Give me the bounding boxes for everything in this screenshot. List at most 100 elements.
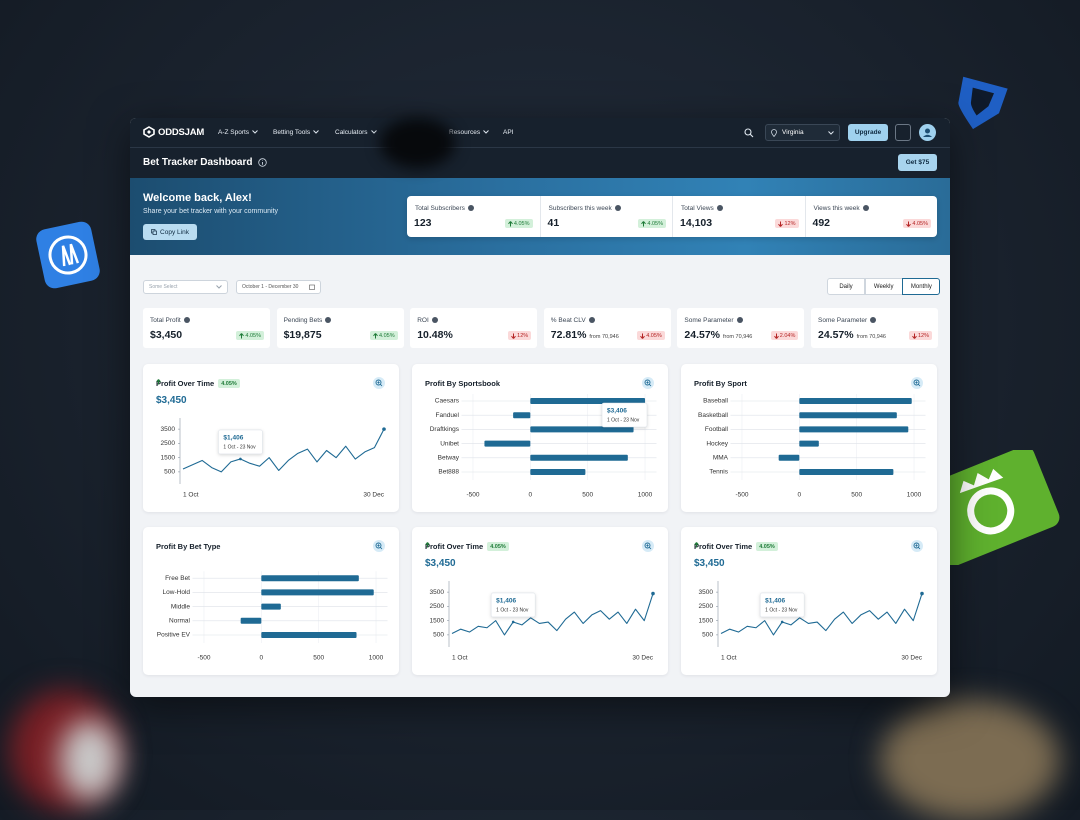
stat-label: Total Subscribers (415, 205, 474, 212)
trend-badge: 12% (775, 219, 799, 228)
zoom-button[interactable] (911, 377, 923, 389)
logo[interactable]: ODDSJAM (143, 126, 204, 138)
tooltip-point (780, 620, 784, 624)
bar (799, 469, 894, 475)
help-icon (431, 317, 438, 324)
y-tick-label: Baseball (703, 398, 728, 405)
y-tick-label: 3500 (161, 426, 176, 433)
nav-link[interactable]: API (503, 129, 513, 136)
tooltip: $1,406 1 Oct - 23 Nov (218, 429, 263, 455)
referral-button[interactable]: Get $75 (898, 154, 937, 171)
copy-link-text: Copy Link (160, 228, 189, 236)
zoom-icon (375, 542, 383, 550)
trend-value: 12% (784, 220, 796, 227)
y-tick-label: 500 (433, 632, 444, 639)
trend-arrow (640, 333, 646, 339)
arrow-glyph (906, 221, 912, 227)
trend-badge: 4.05% (903, 219, 931, 228)
page-title-text: Bet Tracker Dashboard (143, 157, 253, 168)
trend-value: 2.04% (779, 332, 796, 339)
arrow-glyph (425, 542, 430, 548)
zoom-button[interactable] (911, 540, 923, 552)
period-tab[interactable]: Monthly (902, 278, 941, 295)
chevron (370, 130, 377, 134)
trend-value: 4.05% (378, 332, 395, 339)
bar (484, 440, 531, 447)
icon-bg (36, 221, 100, 289)
zoom-button[interactable] (373, 540, 385, 552)
arrow-glyph (239, 332, 245, 338)
select-text: Some Select (149, 284, 178, 290)
trend-arrow (778, 221, 784, 227)
nav-link-text: A-Z Sports (218, 129, 250, 136)
chart-title: Profit By Sport (694, 379, 747, 388)
zoom-button[interactable] (373, 377, 385, 389)
logo-glyph (143, 126, 155, 138)
bar (530, 398, 646, 404)
dashboard: ODDSJAM A-Z Sports Betting Tools Calculator… (130, 118, 950, 697)
help-icon (467, 205, 474, 212)
select-filter[interactable]: Some Select (143, 280, 228, 294)
zoom-button[interactable] (642, 540, 654, 552)
calendar-icon (309, 284, 315, 290)
content: Some Select October 1 - December 30 Daily W… (130, 255, 950, 697)
nav-link-text: Betting Tools (273, 129, 311, 136)
nav-link[interactable]: A-Z Sports (218, 129, 258, 136)
kpi-value-text: 72.81% (550, 329, 587, 341)
stat-value: 492 (812, 217, 831, 229)
tooltip-date: 1 Oct - 23 Nov (607, 417, 640, 423)
upgrade-button[interactable]: Upgrade (848, 124, 888, 141)
tooltip: $1,406 1 Oct - 23 Nov (490, 592, 536, 618)
help-icon (736, 317, 743, 324)
search-icon[interactable] (744, 128, 754, 138)
y-tick-label: Hockey (706, 440, 728, 447)
icon-glyph (48, 235, 88, 275)
chart-panel: 500 1500 2500 3500 1 Oct 30 Dec $1,406 1 Oct - … (143, 364, 399, 512)
kpi-note: from 70,946 (589, 334, 619, 340)
period-tab[interactable]: Daily (827, 278, 865, 295)
tooltip-value: $1,406 (765, 598, 785, 605)
period-tab[interactable]: Weekly (864, 278, 903, 295)
bar (261, 603, 281, 610)
copy-link-button[interactable]: Copy Link (143, 224, 197, 240)
logo-text: ODDSJAM (158, 126, 205, 138)
stat-value: 41 (547, 217, 560, 229)
date-filter[interactable]: October 1 - December 30 (236, 280, 321, 294)
pin-glyph (771, 128, 777, 137)
x-tick-label: 1 Oct (721, 655, 737, 662)
zoom-glyph (646, 381, 652, 387)
chart-title: Profit By Bet Type (156, 542, 220, 551)
trend-badge: 4.05% (156, 379, 240, 388)
page-title: Bet Tracker Dashboard (143, 157, 267, 168)
zoom-glyph (644, 542, 651, 549)
trend-value: 4.05% (912, 220, 928, 227)
trend-arrow (373, 332, 378, 338)
nav-link[interactable]: Betting Tools (273, 129, 319, 136)
chart-panel: 500 1500 2500 3500 1 Oct 30 Dec $1,406 1 Oct - … (412, 527, 668, 675)
x-tick-label: 30 Dec (901, 655, 922, 662)
avatar[interactable] (919, 124, 936, 141)
zoom-glyph (646, 544, 652, 550)
chart-panel: 500 1500 2500 3500 1 Oct 30 Dec $1,406 1 Oct - … (681, 527, 937, 675)
nav-link[interactable]: Calculators (335, 129, 377, 136)
zoom-button[interactable] (642, 377, 654, 389)
nav-link-text: API (503, 129, 514, 136)
bar (261, 632, 357, 638)
icon-glyph (959, 468, 1004, 494)
y-tick-label: 500 (164, 469, 175, 476)
kpi-label-text: Total Profit (150, 317, 181, 324)
chart-total: $3,450 (425, 558, 456, 569)
x-tick-label: 0 (260, 655, 264, 662)
trend-badge: 12% (908, 331, 932, 340)
end-point (920, 591, 924, 596)
wallet-button[interactable] (895, 124, 911, 141)
stat-label-text: Total Subscribers (415, 205, 465, 212)
icon-glyph (970, 87, 994, 116)
y-tick-label: 2500 (430, 603, 445, 610)
y-tick-label: Free Bet (165, 575, 190, 582)
nav-link[interactable]: Resources (449, 129, 489, 136)
bar (799, 412, 897, 419)
location-select[interactable]: Virginia (765, 124, 840, 141)
app-icon (958, 76, 1008, 130)
kpi-value-text: $19,875 (283, 329, 322, 341)
